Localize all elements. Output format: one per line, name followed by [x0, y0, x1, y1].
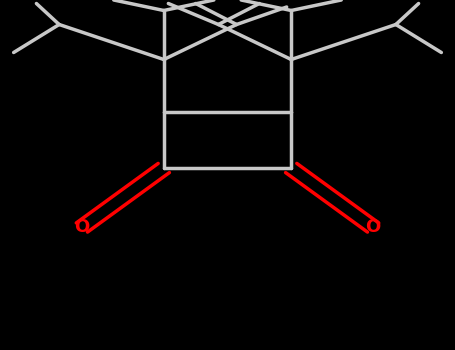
Text: O: O	[74, 218, 90, 237]
Text: O: O	[365, 218, 381, 237]
